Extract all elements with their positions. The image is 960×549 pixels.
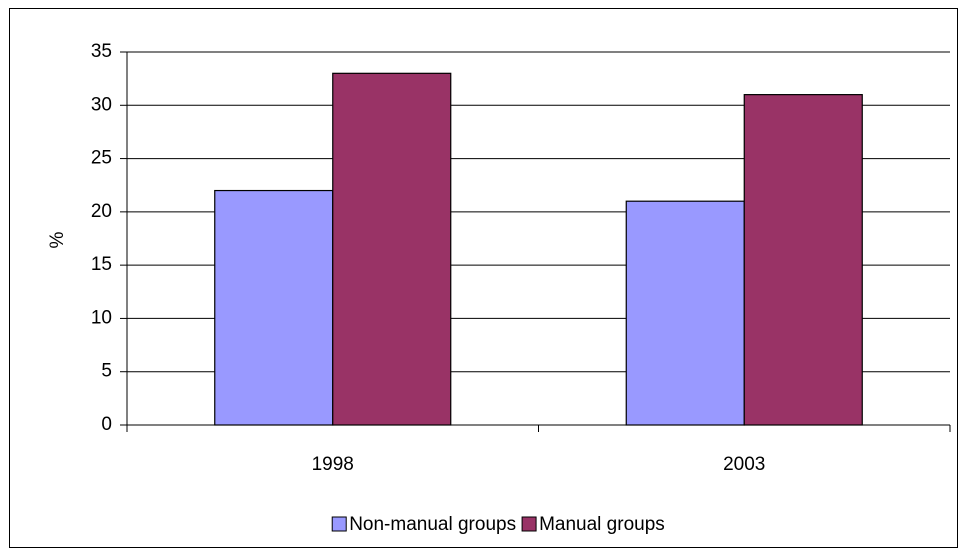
y-tick-label: 20 bbox=[91, 201, 112, 222]
x-tick-label: 1998 bbox=[312, 454, 354, 475]
y-axis-label: % bbox=[47, 231, 68, 248]
y-tick-label: 5 bbox=[101, 361, 112, 382]
y-tick-label: 10 bbox=[91, 307, 112, 328]
bar bbox=[625, 200, 745, 426]
y-tick-label: 30 bbox=[91, 94, 112, 115]
legend-label: Manual groups bbox=[539, 514, 665, 535]
bar bbox=[332, 72, 452, 426]
bar bbox=[743, 94, 863, 426]
legend-label: Non-manual groups bbox=[349, 514, 516, 535]
y-tick-label: 15 bbox=[91, 254, 112, 275]
y-tick-label: 0 bbox=[101, 414, 112, 435]
bar bbox=[214, 189, 334, 426]
x-tick-label: 2003 bbox=[723, 454, 765, 475]
legend-swatch bbox=[331, 516, 347, 532]
y-tick-label: 35 bbox=[91, 41, 112, 62]
y-tick-label: 25 bbox=[91, 148, 112, 169]
legend-swatch bbox=[521, 516, 537, 532]
